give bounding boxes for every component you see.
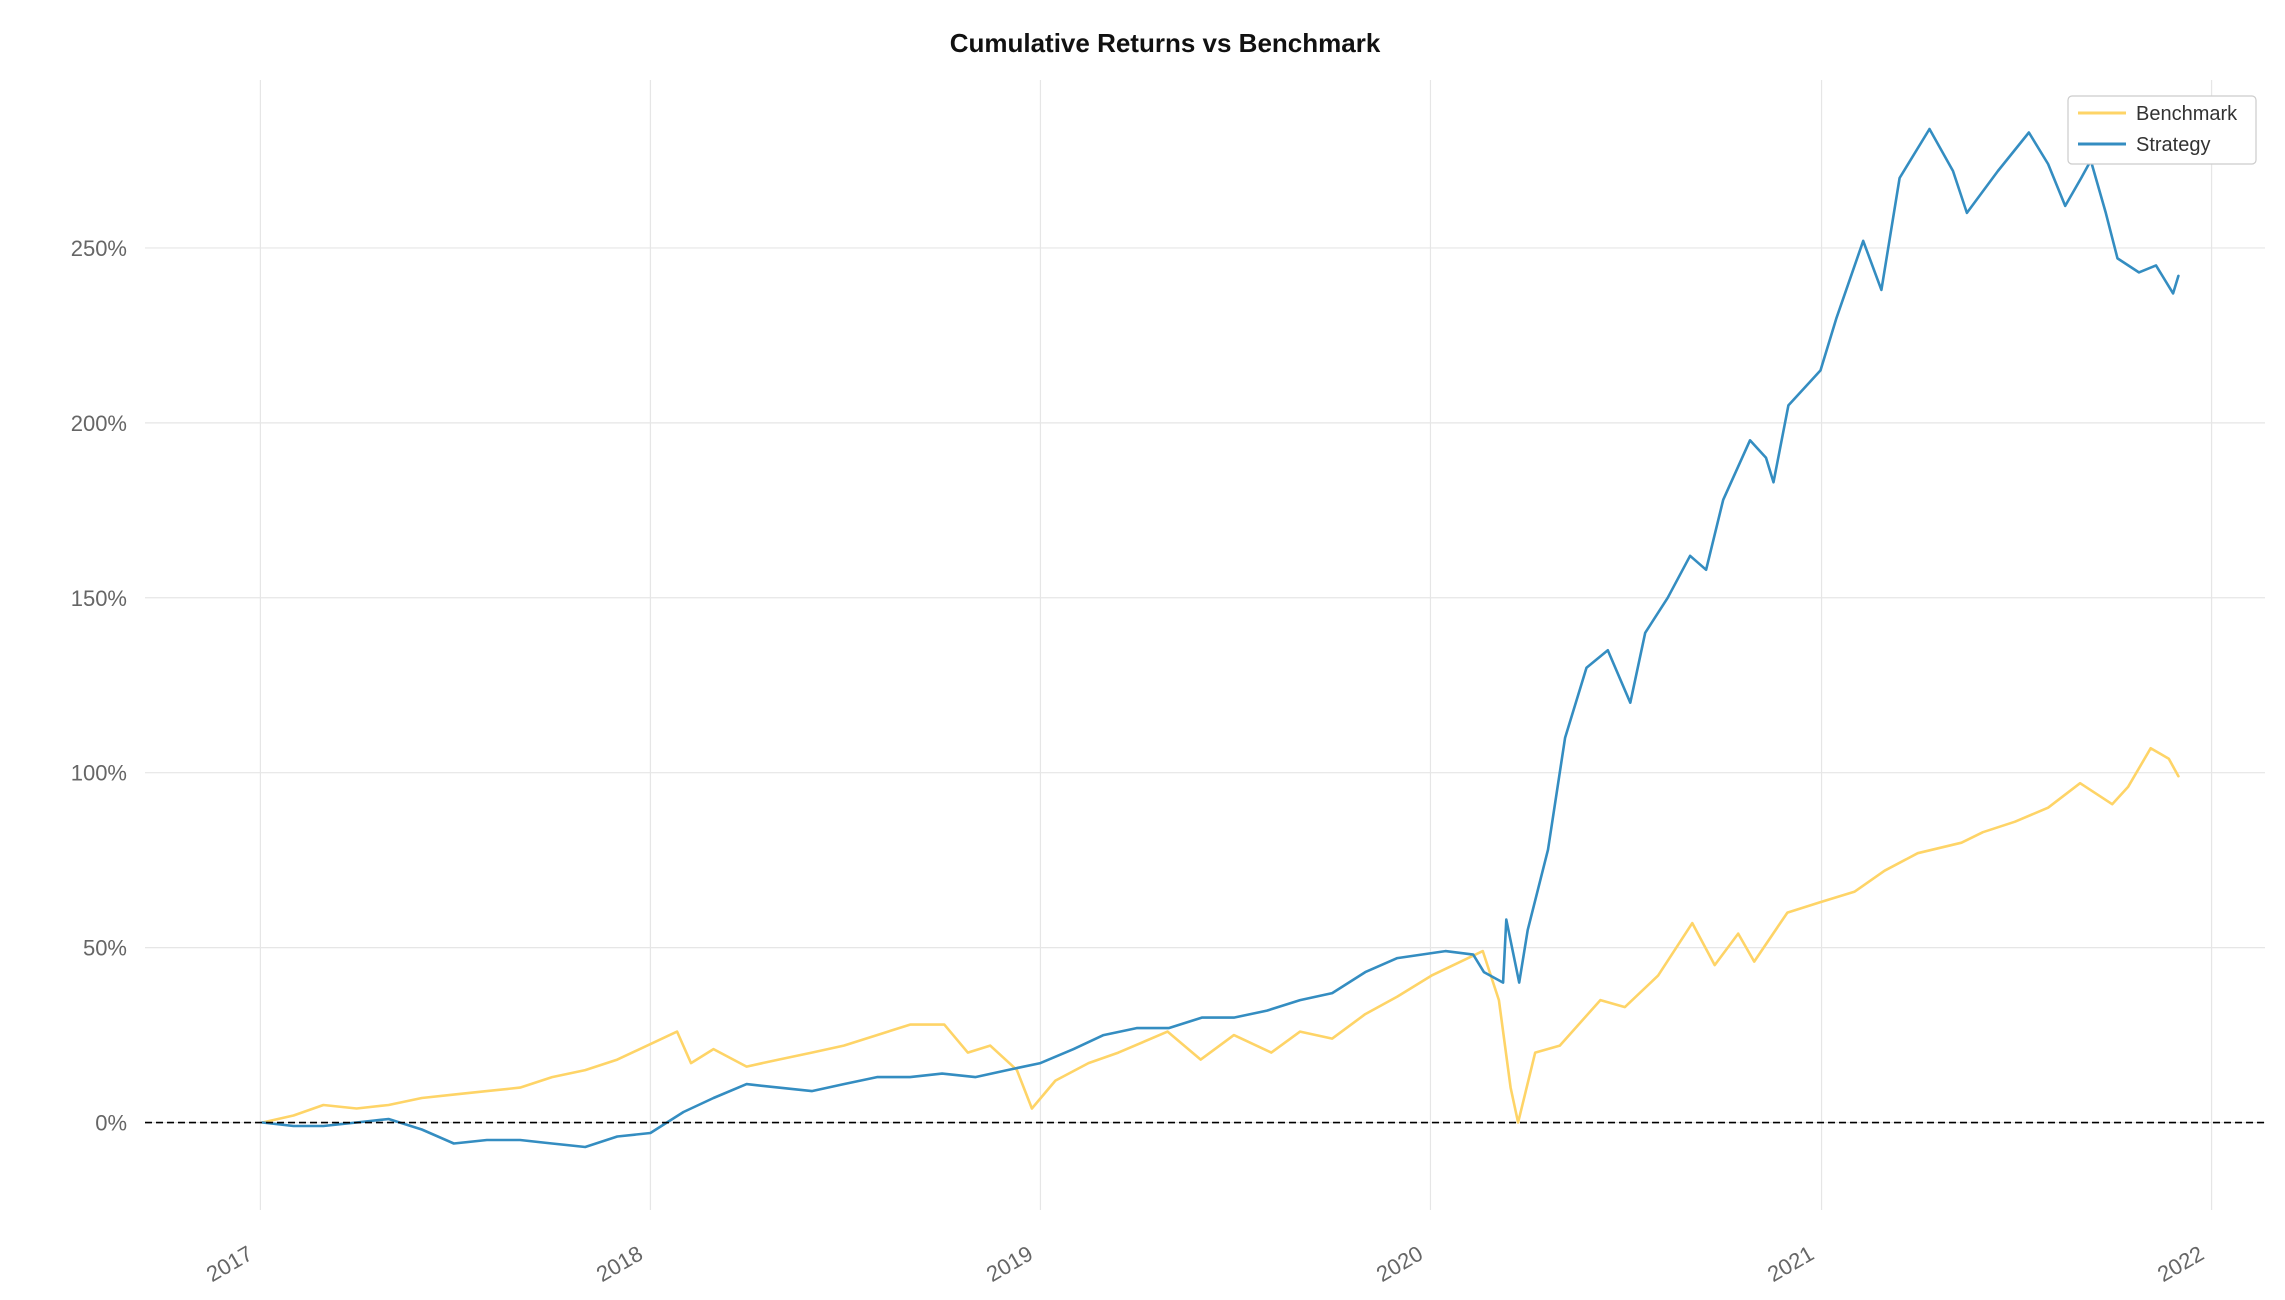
series-line-benchmark (261, 746, 2180, 1124)
series-line-strategy (261, 127, 2180, 1149)
grid (145, 80, 2265, 1210)
y-tick-label: 150% (71, 586, 127, 611)
x-tick-label: 2022 (2153, 1241, 2208, 1287)
x-tick-label: 2018 (592, 1241, 647, 1287)
x-tick-label: 2017 (202, 1241, 257, 1287)
x-tick-label: 2019 (982, 1241, 1037, 1287)
y-tick-label: 250% (71, 236, 127, 261)
chart-title: Cumulative Returns vs Benchmark (950, 28, 1381, 58)
series-lines (261, 127, 2180, 1149)
y-tick-label: 0% (95, 1111, 127, 1136)
legend: Benchmark Strategy (2067, 95, 2257, 165)
x-tick-label: 2021 (1763, 1241, 1818, 1287)
y-tick-label: 100% (71, 761, 127, 786)
x-tick-label: 2020 (1372, 1241, 1427, 1287)
legend-label-benchmark: Benchmark (2136, 103, 2238, 125)
y-tick-label: 200% (71, 411, 127, 436)
legend-label-strategy: Strategy (2136, 134, 2210, 156)
y-axis: 0% 50% 100% 150% 200% 250% (71, 236, 127, 1136)
y-tick-label: 50% (83, 936, 127, 961)
x-axis: 2017 2018 2019 2020 2021 2022 (202, 1241, 2208, 1287)
